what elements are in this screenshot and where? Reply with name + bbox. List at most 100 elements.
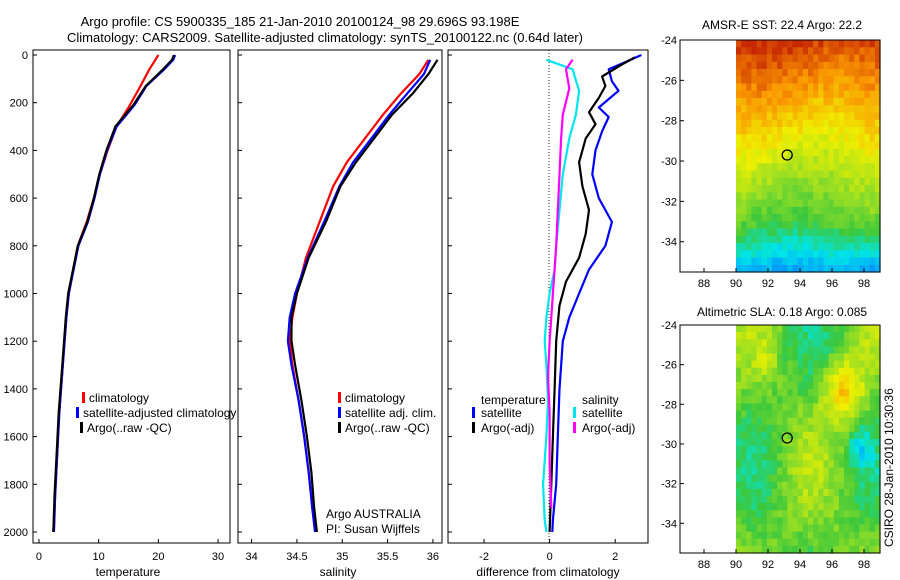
map-cell [787, 517, 794, 526]
map-cell [844, 474, 850, 483]
map-cell [823, 54, 830, 63]
map-cell [777, 453, 783, 461]
map-cell [802, 250, 809, 259]
map-cell [854, 524, 860, 533]
map-cell [828, 481, 835, 490]
map-cell [792, 243, 799, 251]
map-cell [782, 481, 788, 490]
map-cell [818, 403, 824, 412]
map-cell [864, 367, 871, 376]
map-cell [813, 332, 819, 340]
map-cell [808, 112, 814, 121]
map-cell [869, 424, 876, 433]
map-cell [833, 503, 840, 511]
map-cell [823, 127, 830, 135]
map-cell [756, 199, 763, 208]
map-cell [869, 389, 876, 397]
map-cell [808, 54, 814, 63]
map-cell [782, 134, 788, 143]
map-cell [849, 264, 855, 273]
map-cell [823, 105, 830, 114]
map-cell [823, 531, 830, 540]
map-cell [792, 474, 799, 483]
map-cell [869, 83, 876, 92]
map-cell [761, 517, 768, 526]
map-cell [818, 243, 824, 251]
map-cell [782, 40, 788, 48]
map-cell [746, 148, 752, 157]
map-cell [746, 221, 752, 230]
map-cell [772, 250, 778, 259]
map-cell [736, 214, 742, 222]
map-cell [761, 396, 768, 404]
map-cell [772, 61, 778, 70]
map-cell [782, 170, 788, 179]
map-cell [808, 134, 814, 143]
map-cell [756, 119, 763, 128]
map-cell [823, 339, 830, 347]
map-cell [813, 403, 819, 412]
map-cell [736, 141, 742, 150]
map-cell [736, 119, 742, 128]
map-cell [802, 446, 809, 454]
map-cell [854, 496, 860, 504]
map-cell [869, 141, 876, 150]
map-cell [823, 474, 830, 483]
map-cell [859, 112, 866, 121]
map-cell [746, 503, 752, 511]
map-cell [736, 90, 742, 99]
map-cell [813, 453, 819, 461]
map-cell [808, 119, 814, 128]
map-cell [874, 488, 881, 497]
map-cell [864, 206, 871, 215]
map-cell [823, 69, 830, 77]
map-cell [756, 83, 763, 92]
map-cell [808, 467, 814, 476]
map-cell [818, 228, 824, 237]
map-cell [746, 382, 752, 390]
map-cell [828, 76, 835, 85]
map-cell [874, 177, 881, 186]
map-cell [761, 332, 768, 340]
map-cell [792, 141, 799, 150]
map-cell [869, 545, 876, 554]
map-cell [808, 439, 814, 447]
map-cell [802, 346, 809, 355]
map-cell [761, 510, 768, 518]
map-cell [833, 221, 840, 230]
map-cell [849, 192, 855, 201]
map-cell [823, 360, 830, 369]
map-cell [828, 332, 835, 340]
map-cell [833, 446, 840, 454]
map-cell [854, 243, 860, 251]
map-cell [869, 228, 876, 237]
map-cell [874, 453, 881, 461]
map-cell [797, 192, 804, 201]
map-cell [746, 243, 752, 251]
map-cell [787, 346, 794, 355]
map-cell [782, 503, 788, 511]
map-cell [823, 148, 830, 157]
map-cell [751, 467, 758, 476]
map-cell [869, 439, 876, 447]
map-cell [751, 382, 758, 390]
map-cell [787, 396, 794, 404]
map-cell [766, 221, 773, 230]
map-cell [833, 105, 840, 114]
map-cell [823, 417, 830, 426]
map-cell [736, 396, 742, 404]
map-cell [766, 403, 773, 412]
map-cell [792, 83, 799, 92]
map-cell [869, 396, 876, 404]
map-cell [792, 460, 799, 469]
map-cell [833, 214, 840, 222]
map-cell [782, 148, 788, 157]
map-cell [797, 453, 804, 461]
map-cell [746, 156, 752, 164]
map-cell [838, 214, 845, 222]
map-cell [772, 127, 778, 135]
map-cell [844, 214, 850, 222]
map-cell [772, 47, 778, 56]
map-cell [782, 453, 788, 461]
map-cell [756, 163, 763, 172]
